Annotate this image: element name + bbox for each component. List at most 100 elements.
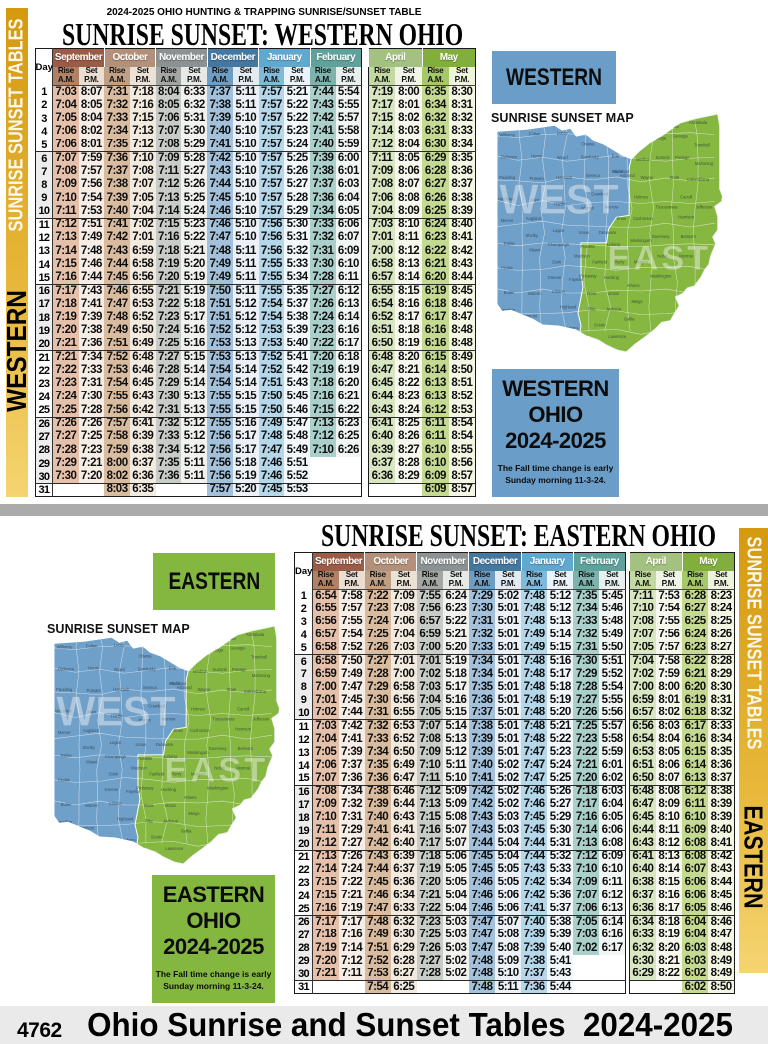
svg-text:Lucas: Lucas (557, 131, 568, 136)
svg-text:Knox: Knox (174, 728, 184, 733)
svg-text:Coshocton: Coshocton (190, 728, 210, 733)
svg-text:Tuscarawas: Tuscarawas (213, 716, 235, 721)
svg-text:Hancock: Hancock (113, 687, 130, 692)
svg-text:Union: Union (579, 230, 590, 235)
svg-text:Fayette: Fayette (126, 789, 140, 794)
svg-text:Columbiana: Columbiana (687, 177, 710, 182)
svg-text:Fayette: Fayette (569, 277, 583, 282)
svg-text:Darke: Darke (61, 753, 73, 758)
svg-text:Marion: Marion (139, 717, 152, 722)
svg-text:Portage: Portage (675, 155, 690, 160)
svg-text:Allen: Allen (530, 198, 540, 203)
svg-text:Stark: Stark (227, 687, 238, 692)
svg-text:Clinton: Clinton (552, 289, 566, 294)
svg-text:Seneca: Seneca (586, 173, 601, 178)
svg-text:Champaign: Champaign (105, 754, 127, 759)
svg-text:Morrow: Morrow (162, 716, 176, 721)
svg-text:Champaign: Champaign (548, 242, 570, 247)
svg-text:Preble: Preble (58, 777, 71, 782)
svg-text:Highland: Highland (560, 305, 577, 310)
svg-text:Harrison: Harrison (235, 726, 251, 731)
svg-text:Lucas: Lucas (114, 643, 125, 648)
svg-text:Sandusky: Sandusky (581, 154, 600, 159)
svg-text:Harrison: Harrison (678, 214, 694, 219)
svg-text:Greene: Greene (548, 275, 562, 280)
svg-text:Marion: Marion (582, 205, 595, 210)
svg-text:Ashland: Ashland (620, 173, 636, 178)
svg-text:Putnam: Putnam (530, 176, 545, 181)
svg-text:Mahoning: Mahoning (252, 673, 271, 678)
svg-text:Miami: Miami (529, 248, 540, 253)
svg-text:Vinton: Vinton (165, 803, 177, 808)
svg-text:Belmont: Belmont (238, 746, 254, 751)
svg-text:Mahoning: Mahoning (695, 161, 714, 166)
svg-text:Clermont: Clermont (520, 314, 538, 319)
svg-text:Fairfield: Fairfield (592, 259, 607, 264)
svg-text:Clermont: Clermont (77, 826, 95, 831)
svg-text:Brown: Brown (100, 836, 112, 841)
svg-text:Delaware: Delaware (156, 742, 174, 747)
svg-text:Knox: Knox (617, 216, 627, 221)
svg-text:Williams: Williams (57, 645, 72, 650)
svg-text:Van Wert: Van Wert (55, 709, 73, 714)
svg-text:Summit: Summit (213, 667, 228, 672)
svg-text:Tuscarawas: Tuscarawas (656, 204, 678, 209)
svg-text:Ottawa: Ottawa (138, 653, 152, 658)
svg-text:Jackson: Jackson (606, 307, 622, 312)
svg-text:Meigs: Meigs (632, 299, 643, 304)
svg-text:Union: Union (136, 742, 147, 747)
svg-text:Ashtabula: Ashtabula (689, 120, 708, 125)
svg-text:Morrow: Morrow (605, 204, 619, 209)
svg-text:Preble: Preble (501, 265, 514, 270)
svg-text:Williams: Williams (500, 133, 515, 138)
svg-text:Hardin: Hardin (554, 201, 567, 206)
svg-text:Guernsey: Guernsey (209, 746, 228, 751)
svg-text:Trumbull: Trumbull (251, 654, 267, 659)
svg-text:Wood: Wood (114, 667, 125, 672)
svg-text:Vinton: Vinton (608, 291, 620, 296)
svg-text:Hancock: Hancock (556, 175, 573, 180)
svg-text:Henry: Henry (531, 153, 543, 158)
svg-text:Hocking: Hocking (604, 275, 620, 280)
svg-text:Pickaway: Pickaway (136, 785, 154, 790)
svg-text:Geauga: Geauga (230, 646, 245, 651)
svg-text:Wood: Wood (557, 155, 568, 160)
svg-text:Wayne: Wayne (641, 175, 654, 180)
svg-text:Ross: Ross (587, 291, 596, 296)
svg-text:Butler: Butler (61, 802, 72, 807)
svg-text:Erie: Erie (169, 665, 177, 670)
svg-text:Richland: Richland (613, 169, 630, 174)
svg-text:Lorain: Lorain (629, 140, 641, 145)
svg-text:Muskingum: Muskingum (630, 238, 652, 243)
svg-text:Noble: Noble (657, 254, 668, 259)
svg-text:Lake: Lake (670, 124, 680, 129)
svg-text:Columbiana: Columbiana (244, 689, 267, 694)
svg-text:Logan: Logan (110, 740, 122, 745)
svg-text:Trumbull: Trumbull (694, 142, 710, 147)
svg-text:Carroll: Carroll (680, 195, 692, 200)
svg-text:Auglaize: Auglaize (526, 216, 543, 221)
svg-text:Erie: Erie (612, 153, 620, 158)
svg-text:Shelby: Shelby (525, 233, 539, 238)
svg-text:Miami: Miami (86, 760, 97, 765)
svg-text:Medina: Medina (193, 669, 207, 674)
svg-text:Mercer: Mercer (58, 730, 71, 735)
svg-text:Highland: Highland (117, 817, 134, 822)
svg-text:Putnam: Putnam (87, 688, 102, 693)
svg-text:Defiance: Defiance (58, 666, 75, 671)
svg-text:Fulton: Fulton (529, 132, 541, 137)
svg-text:Huron: Huron (169, 681, 181, 686)
svg-text:Paulding: Paulding (499, 175, 516, 180)
svg-text:Muskingum: Muskingum (187, 750, 209, 755)
svg-text:Licking: Licking (607, 242, 621, 247)
svg-text:Hamilton: Hamilton (499, 308, 516, 313)
svg-text:Jefferson: Jefferson (695, 204, 713, 209)
svg-text:Allen: Allen (87, 710, 97, 715)
svg-text:Hardin: Hardin (111, 713, 124, 718)
svg-text:Belmont: Belmont (681, 234, 697, 239)
svg-text:Gallia: Gallia (624, 317, 635, 322)
svg-text:Monroe: Monroe (236, 766, 251, 771)
svg-text:Shelby: Shelby (82, 745, 96, 750)
svg-text:Holmes: Holmes (634, 195, 648, 200)
svg-text:Monroe: Monroe (679, 254, 694, 259)
